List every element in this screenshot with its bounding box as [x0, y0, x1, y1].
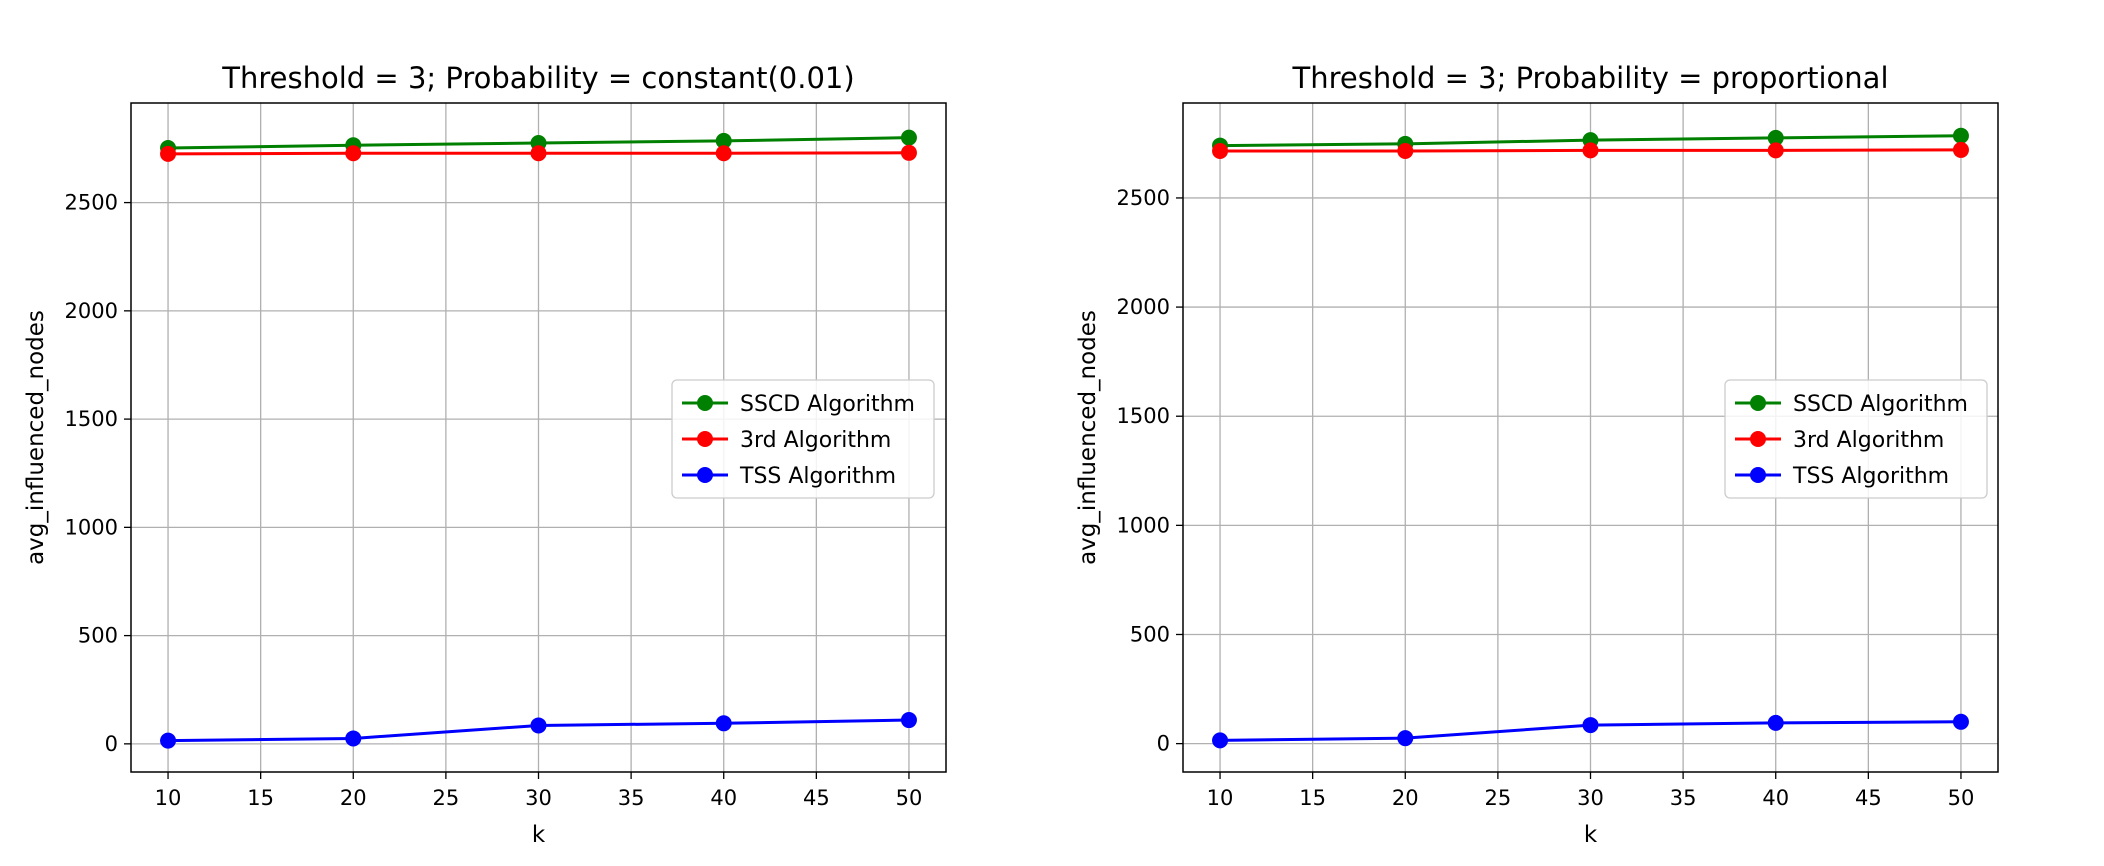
x-tick-label: 40 — [710, 786, 737, 810]
data-point — [160, 145, 177, 162]
data-point — [715, 132, 732, 149]
data-point — [1582, 142, 1599, 159]
data-point — [1212, 732, 1229, 749]
legend-box — [671, 379, 935, 499]
x-tick-label: 35 — [1670, 786, 1697, 810]
x-tick-label: 25 — [433, 786, 460, 810]
y-tick-label: 500 — [78, 624, 118, 648]
x-tick-label: 30 — [1577, 786, 1604, 810]
y-tick-label: 0 — [105, 732, 118, 756]
x-tick-label: 10 — [155, 786, 182, 810]
y-tick-label: 1000 — [1117, 513, 1170, 537]
legend-marker — [1750, 431, 1766, 447]
y-tick-label: 2500 — [1117, 186, 1170, 210]
y-axis-label: avg_influenced_nodes — [1075, 310, 1101, 565]
legend-marker — [1750, 467, 1766, 483]
data-point — [1952, 127, 1969, 144]
data-point — [345, 145, 362, 162]
y-tick-label: 0 — [1157, 732, 1170, 756]
legend-marker — [697, 467, 713, 483]
y-tick-label: 2500 — [65, 191, 118, 215]
right-chart: 10 15 20 25 30 35 40 45 5005001000150020002500Th… — [1075, 61, 1999, 848]
x-axis-label: k — [532, 822, 546, 848]
x-tick-label: 35 — [618, 786, 645, 810]
x-axis-label: k — [1584, 822, 1598, 848]
data-point — [715, 145, 732, 162]
y-tick-label: 1000 — [65, 515, 118, 539]
legend-entry-label: SSCD Algorithm — [740, 392, 915, 417]
data-point — [900, 144, 917, 161]
data-point — [530, 717, 547, 734]
data-point — [1397, 143, 1414, 160]
data-point — [715, 715, 732, 732]
x-tick-label: 15 — [247, 786, 274, 810]
plot-frame — [1182, 102, 1999, 773]
data-point — [1767, 142, 1784, 159]
x-tick-label: 30 — [525, 786, 552, 810]
legend-box — [1724, 379, 1988, 499]
y-axis-label: avg_influenced_nodes — [23, 310, 49, 565]
data-point — [530, 145, 547, 162]
legend-entry-label: 3rd Algorithm — [740, 428, 891, 453]
chart-title: Threshold = 3; Probability = proportiona… — [1291, 61, 1888, 95]
legend-marker — [1750, 395, 1766, 411]
x-tick-label: 15 — [1299, 786, 1326, 810]
legend-marker — [697, 431, 713, 447]
legend-entry-label: TSS Algorithm — [739, 464, 896, 489]
legend-entry-label: TSS Algorithm — [1792, 464, 1949, 489]
x-tick-label: 10 — [1207, 786, 1234, 810]
data-point — [1952, 713, 1969, 730]
y-tick-label: 2000 — [65, 299, 118, 323]
data-point — [160, 732, 177, 749]
legend: SSCD Algorithm 3rd Algorithm TSS Algorithm — [671, 379, 935, 499]
chart-title: Threshold = 3; Probability = constant(0.… — [221, 61, 854, 95]
legend-marker — [697, 395, 713, 411]
y-tick-label: 1500 — [1117, 404, 1170, 428]
legend: SSCD Algorithm 3rd Algorithm TSS Algorithm — [1724, 379, 1988, 499]
data-point — [900, 129, 917, 146]
left-chart: 10 15 20 25 30 35 40 45 5005001000150020002500Th… — [23, 61, 947, 848]
y-tick-label: 500 — [1130, 622, 1170, 646]
x-tick-label: 50 — [1948, 786, 1975, 810]
x-tick-label: 40 — [1762, 786, 1789, 810]
y-tick-label: 2000 — [1117, 295, 1170, 319]
data-point — [1582, 717, 1599, 734]
data-point — [1767, 714, 1784, 731]
legend-entry-label: SSCD Algorithm — [1793, 392, 1968, 417]
x-tick-label: 45 — [803, 786, 830, 810]
x-tick-label: 50 — [896, 786, 923, 810]
legend-entry-label: 3rd Algorithm — [1793, 428, 1944, 453]
data-point — [900, 712, 917, 729]
x-tick-label: 20 — [1392, 786, 1419, 810]
data-point — [1397, 730, 1414, 747]
y-tick-label: 1500 — [65, 407, 118, 431]
plot-frame — [130, 102, 947, 773]
data-point — [1952, 141, 1969, 158]
x-tick-label: 45 — [1855, 786, 1882, 810]
data-point — [1212, 143, 1229, 160]
x-tick-label: 25 — [1485, 786, 1512, 810]
x-tick-label: 20 — [340, 786, 367, 810]
data-point — [1767, 129, 1784, 146]
data-point — [345, 730, 362, 747]
